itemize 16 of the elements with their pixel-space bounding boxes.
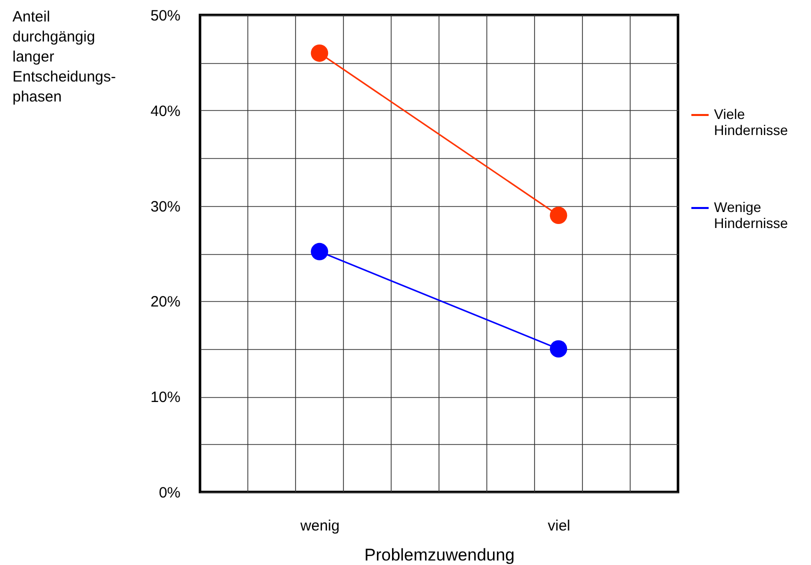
y-tick-label: 50% [150,8,180,24]
point [310,242,328,260]
x-axis-title: Problemzuwendung [364,546,515,564]
point [550,206,568,224]
y-tick-label: 20% [150,294,180,311]
y-axis-title: Anteil durchgängig langer Entscheidungs-phasen [12,8,116,106]
y-tick-label: 0% [158,484,180,502]
x-tick-label: wenig [299,518,340,534]
point [310,44,328,62]
legend-label: Viele Hindernisse [714,106,788,138]
point [550,340,568,358]
x-tick-label: viel [548,518,570,534]
y-tick-label: 10% [150,389,180,406]
legend-label: Wenige Hindernisse [714,199,788,231]
y-tick-label: 30% [150,198,180,216]
y-tick-label: 40% [150,102,180,120]
